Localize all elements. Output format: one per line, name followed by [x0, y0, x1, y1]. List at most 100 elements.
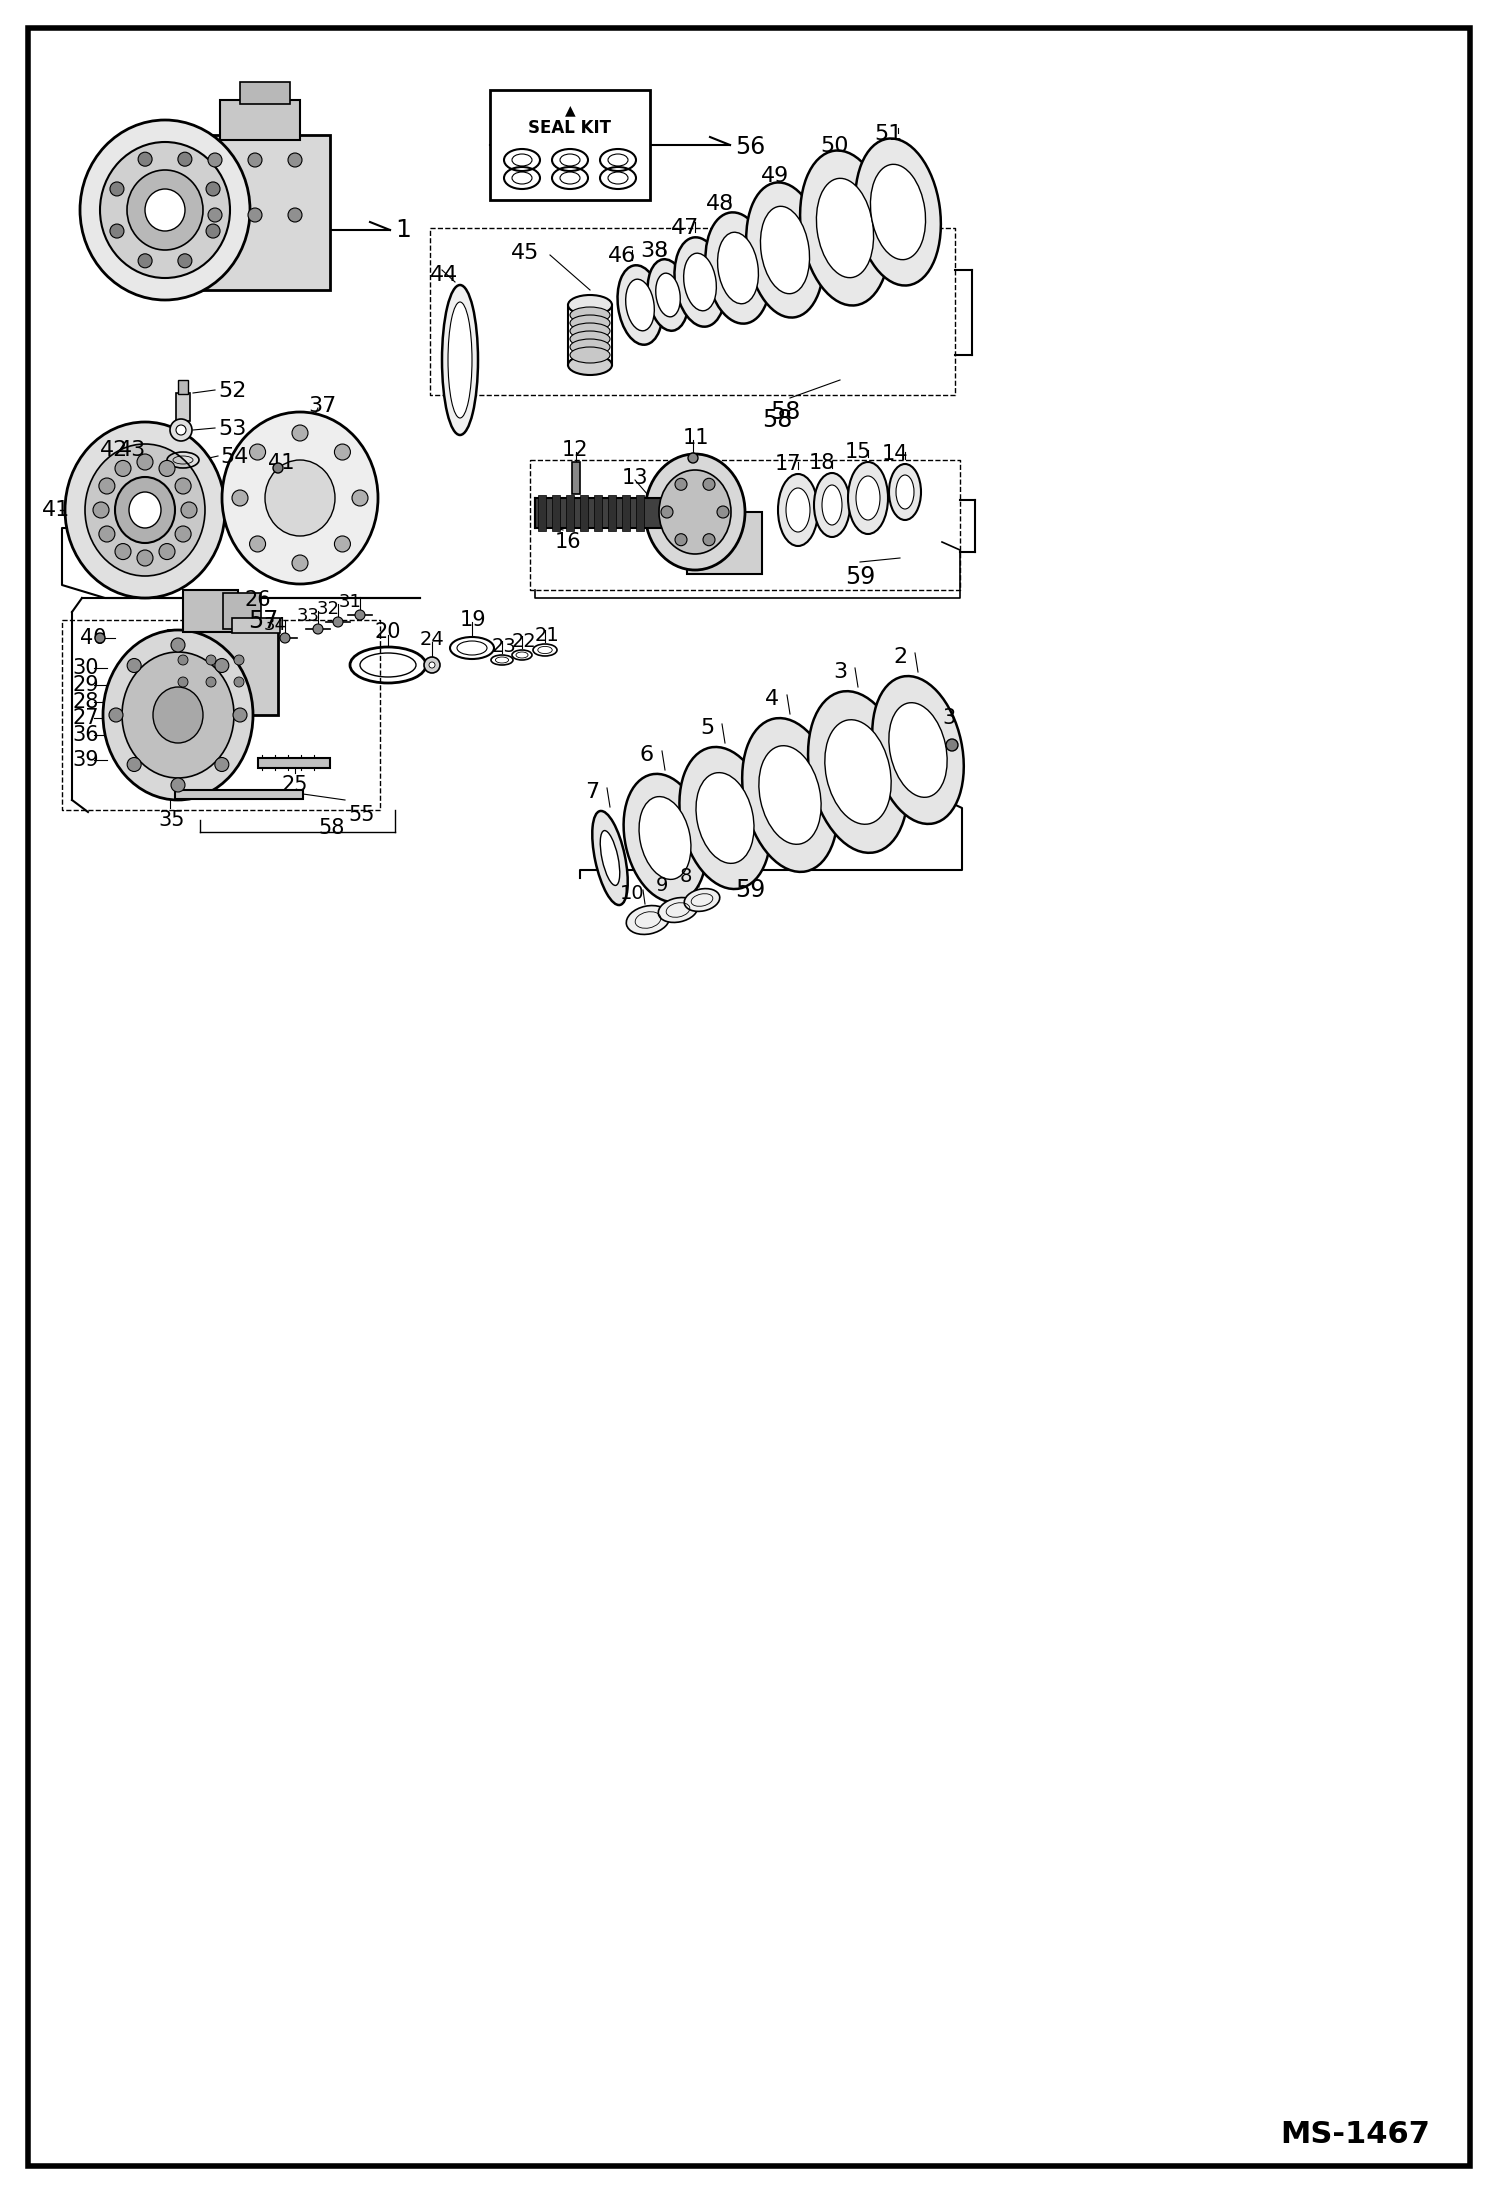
Text: 3: 3	[942, 709, 956, 728]
Bar	[580, 496, 589, 531]
Bar	[622, 496, 631, 531]
Circle shape	[703, 533, 715, 546]
Circle shape	[115, 544, 130, 559]
Text: 16: 16	[554, 531, 581, 553]
Text: 9: 9	[656, 875, 668, 895]
Ellipse shape	[121, 652, 234, 779]
Circle shape	[159, 461, 175, 476]
Ellipse shape	[697, 772, 753, 864]
Circle shape	[208, 154, 222, 167]
Circle shape	[214, 658, 229, 674]
Circle shape	[127, 757, 141, 772]
Text: 20: 20	[374, 623, 401, 643]
Ellipse shape	[855, 138, 941, 285]
Text: 42: 42	[100, 441, 129, 461]
Circle shape	[207, 182, 220, 195]
Circle shape	[661, 507, 673, 518]
Text: 55: 55	[348, 805, 374, 825]
Text: 5: 5	[700, 717, 715, 737]
Ellipse shape	[617, 265, 662, 344]
Bar	[551, 496, 560, 531]
Ellipse shape	[825, 720, 891, 825]
Circle shape	[136, 454, 153, 470]
Circle shape	[178, 678, 189, 687]
Bar	[232, 619, 280, 634]
Bar	[566, 496, 574, 531]
Text: 35: 35	[157, 810, 184, 829]
Text: 17: 17	[774, 454, 801, 474]
Ellipse shape	[265, 461, 336, 535]
Bar	[608, 496, 616, 531]
Ellipse shape	[592, 812, 628, 906]
Text: 39: 39	[72, 750, 99, 770]
Text: 29: 29	[72, 676, 99, 695]
Ellipse shape	[647, 259, 689, 331]
Bar	[183, 590, 238, 632]
Text: 44: 44	[430, 265, 458, 285]
Text: 22: 22	[512, 632, 536, 652]
Bar	[688, 511, 762, 575]
Circle shape	[352, 489, 369, 507]
Ellipse shape	[571, 331, 610, 347]
Text: 41: 41	[42, 500, 70, 520]
Text: 52: 52	[219, 382, 246, 402]
Bar	[538, 496, 545, 531]
Text: 15: 15	[845, 441, 872, 463]
Circle shape	[94, 634, 105, 643]
Ellipse shape	[848, 463, 888, 533]
Text: 13: 13	[622, 467, 649, 487]
Text: 56: 56	[736, 136, 765, 158]
Bar	[258, 757, 330, 768]
Circle shape	[136, 551, 153, 566]
Circle shape	[115, 461, 130, 476]
Text: SEAL KIT: SEAL KIT	[529, 118, 611, 136]
Text: 18: 18	[809, 452, 836, 474]
Text: 33: 33	[297, 608, 319, 625]
Bar	[572, 463, 580, 494]
Circle shape	[232, 489, 249, 507]
Ellipse shape	[759, 746, 821, 845]
Circle shape	[234, 709, 247, 722]
Circle shape	[109, 709, 123, 722]
Ellipse shape	[571, 340, 610, 355]
Bar	[220, 101, 300, 140]
Text: 3: 3	[833, 663, 846, 682]
Bar	[178, 380, 189, 395]
Ellipse shape	[888, 463, 921, 520]
Circle shape	[688, 452, 698, 463]
Text: 11: 11	[683, 428, 710, 448]
Circle shape	[178, 151, 192, 167]
Bar	[240, 81, 291, 103]
Ellipse shape	[571, 323, 610, 340]
Circle shape	[138, 255, 153, 268]
Text: 2: 2	[893, 647, 908, 667]
Ellipse shape	[103, 630, 253, 801]
Circle shape	[334, 443, 351, 461]
Text: 24: 24	[419, 630, 445, 649]
Circle shape	[676, 478, 688, 489]
Bar	[175, 393, 190, 421]
Text: 28: 28	[72, 691, 99, 713]
Text: 50: 50	[821, 136, 849, 156]
Circle shape	[947, 739, 959, 750]
Ellipse shape	[626, 279, 655, 331]
Ellipse shape	[659, 470, 731, 555]
Ellipse shape	[626, 906, 670, 935]
Ellipse shape	[448, 303, 472, 419]
Text: 23: 23	[491, 636, 517, 656]
Circle shape	[250, 535, 265, 553]
Ellipse shape	[822, 485, 842, 524]
Ellipse shape	[680, 746, 770, 889]
Circle shape	[234, 678, 244, 687]
Text: 45: 45	[511, 244, 539, 263]
Bar	[175, 790, 303, 799]
Text: 27: 27	[72, 709, 99, 728]
Ellipse shape	[601, 832, 620, 886]
Text: 7: 7	[584, 781, 599, 803]
Ellipse shape	[129, 491, 160, 529]
Text: 36: 36	[72, 724, 99, 746]
Text: 34: 34	[264, 617, 286, 634]
Ellipse shape	[145, 189, 184, 230]
Text: ▲: ▲	[565, 103, 575, 116]
Circle shape	[178, 656, 189, 665]
